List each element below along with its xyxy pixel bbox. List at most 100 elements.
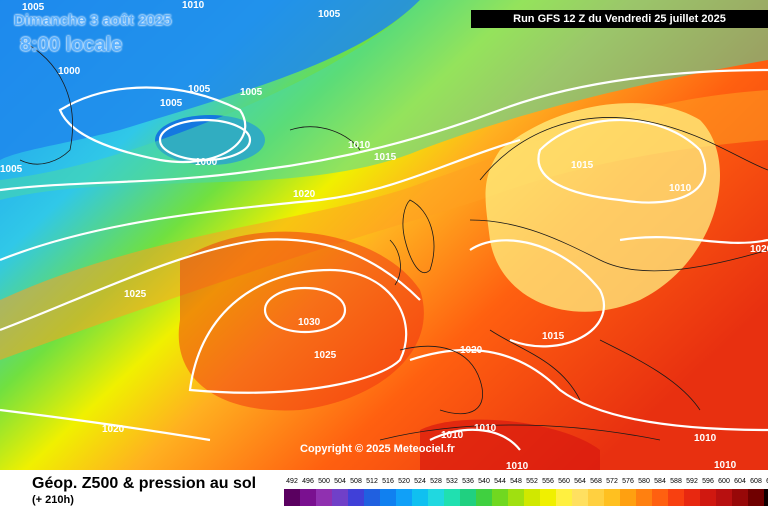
- scale-tick-label: 588: [670, 478, 682, 485]
- scale-color-cell: [476, 489, 492, 506]
- isobar-label: 1025: [314, 350, 337, 361]
- scale-color-cell: [572, 489, 588, 506]
- isobar-label: 1010: [506, 461, 529, 470]
- scale-tick-label: 608: [750, 478, 762, 485]
- scale-color-cell: [284, 489, 300, 506]
- scale-tick-label: 552: [526, 478, 538, 485]
- isobar-label: 1030: [298, 317, 321, 328]
- africa-heat: [420, 419, 600, 470]
- scale-color-cell: [668, 489, 684, 506]
- isobar-label: 1005: [0, 164, 23, 175]
- midlatitude-band: [0, 0, 768, 200]
- scale-color-cell: [508, 489, 524, 506]
- scale-color-cell: [364, 489, 380, 506]
- scale-tick-label: 496: [302, 478, 314, 485]
- scale-color-cell: [492, 489, 508, 506]
- scale-tick-label: 580: [638, 478, 650, 485]
- ridge-europe: [485, 103, 720, 312]
- scale-color-cell: [524, 489, 540, 506]
- isobar-label: 1025: [124, 289, 147, 300]
- isobar-label: 1005: [160, 98, 183, 109]
- isobar-label: 1020: [293, 189, 316, 200]
- isobar-label: 1015: [542, 331, 565, 342]
- scale-color-cell: [604, 489, 620, 506]
- copyright-text: Copyright © 2025 Meteociel.fr: [300, 443, 455, 455]
- isobar-label: 1005: [318, 9, 341, 20]
- scale-tick-label: 564: [574, 478, 586, 485]
- scale-tick-label: 548: [510, 478, 522, 485]
- scale-tick-label: 492: [286, 478, 298, 485]
- scale-color-cell: [460, 489, 476, 506]
- scale-color-cell: [444, 489, 460, 506]
- color-scale-bar: [284, 489, 768, 506]
- scale-tick-label: 508: [350, 478, 362, 485]
- scale-color-cell: [620, 489, 636, 506]
- isobar-label: 1015: [374, 152, 397, 163]
- scale-color-cell: [636, 489, 652, 506]
- isobar-label: 1005: [188, 84, 211, 95]
- scale-tick-label: 536: [462, 478, 474, 485]
- scale-color-cell: [716, 489, 732, 506]
- scale-tick-label: 524: [414, 478, 426, 485]
- isobar-lines: [0, 68, 768, 451]
- low-geopotential-zone: [0, 0, 420, 160]
- scale-color-cell: [652, 489, 668, 506]
- scale-tick-label: 576: [622, 478, 634, 485]
- scale-color-cell: [748, 489, 764, 506]
- scale-tick-label: 532: [446, 478, 458, 485]
- scale-color-cell: [300, 489, 316, 506]
- isobar-label: 1005: [22, 2, 45, 13]
- scale-color-cell: [684, 489, 700, 506]
- isobar-label: 1000: [195, 157, 218, 168]
- weather-map: 1005 1010 1005 1000 1005 1005 1005 1000 …: [0, 0, 768, 470]
- isobar-label: 1020: [460, 345, 483, 356]
- isobar-label: 1010: [694, 433, 717, 444]
- isobar-label: 1010: [714, 460, 737, 470]
- scale-color-cell: [316, 489, 332, 506]
- scale-tick-label: 596: [702, 478, 714, 485]
- scale-tick-label: 500: [318, 478, 330, 485]
- scale-color-cell: [700, 489, 716, 506]
- scale-color-cell: [348, 489, 364, 506]
- scale-tick-label: 592: [686, 478, 698, 485]
- scale-tick-label: 560: [558, 478, 570, 485]
- isobar-label: 1010: [669, 183, 692, 194]
- isobar-label: 1000: [58, 66, 81, 77]
- scale-tick-label: 604: [734, 478, 746, 485]
- scale-tick-label: 540: [478, 478, 490, 485]
- scale-tick-label: 544: [494, 478, 506, 485]
- isobar-label: 1010: [441, 430, 464, 441]
- scale-color-cell: [540, 489, 556, 506]
- scale-color-cell: [412, 489, 428, 506]
- scale-color-cell: [428, 489, 444, 506]
- scale-tick-label: 504: [334, 478, 346, 485]
- scale-color-cell: [556, 489, 572, 506]
- scale-color-cell: [588, 489, 604, 506]
- coastlines: [19, 39, 768, 441]
- scale-color-cell: [380, 489, 396, 506]
- scale-tick-label: 512: [366, 478, 378, 485]
- scale-color-cell: [396, 489, 412, 506]
- forecast-time: 8:00 locale: [20, 34, 123, 56]
- scale-tick-label: 516: [382, 478, 394, 485]
- lead-time: (+ 210h): [32, 494, 74, 506]
- scale-tick-label: 600: [718, 478, 730, 485]
- isobar-label: 1010: [182, 0, 205, 11]
- scale-tick-label: 568: [590, 478, 602, 485]
- isobar-label: 1020: [102, 424, 125, 435]
- scale-tick-label: 572: [606, 478, 618, 485]
- isobar-label: 1010: [474, 423, 497, 434]
- map-title: Géop. Z500 & pression au sol: [32, 475, 257, 492]
- isobar-label: 1005: [240, 87, 263, 98]
- isobar-label: 1020: [750, 244, 768, 255]
- scale-tick-label: 556: [542, 478, 554, 485]
- scale-tick-label: 584: [654, 478, 666, 485]
- scale-tick-label: 520: [398, 478, 410, 485]
- model-run-banner: Run GFS 12 Z du Vendredi 25 juillet 2025: [471, 10, 768, 28]
- scale-tick-label: 528: [430, 478, 442, 485]
- scale-color-cell: [764, 489, 768, 506]
- isobar-label: 1015: [571, 160, 594, 171]
- scale-color-cell: [732, 489, 748, 506]
- isobar-label: 1010: [348, 140, 371, 151]
